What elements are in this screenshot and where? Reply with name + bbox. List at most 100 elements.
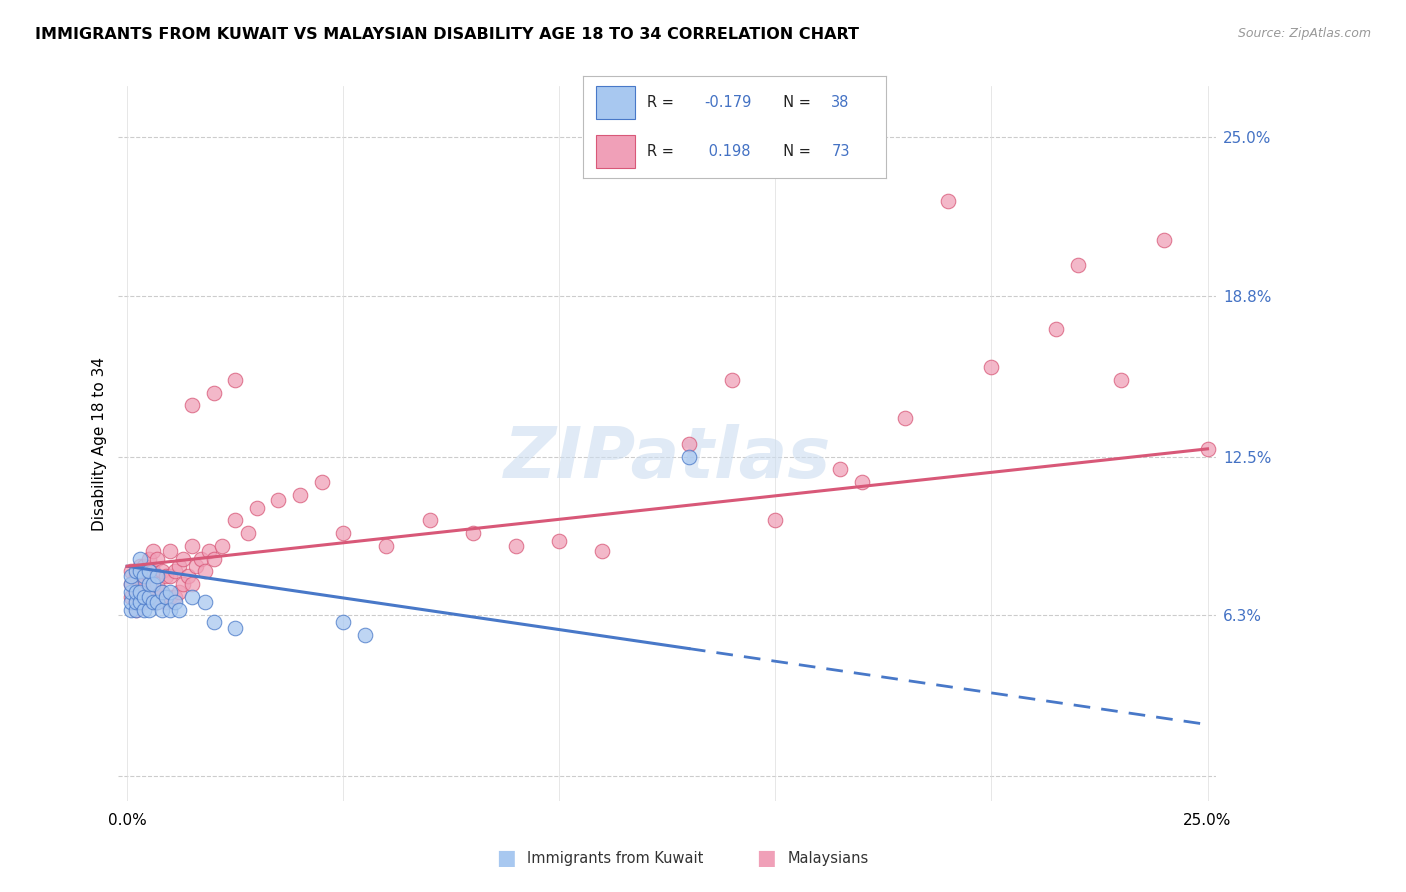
Point — [142, 565, 165, 579]
Point — [236, 526, 259, 541]
Text: 0.198: 0.198 — [704, 145, 751, 160]
Text: IMMIGRANTS FROM KUWAIT VS MALAYSIAN DISABILITY AGE 18 TO 34 CORRELATION CHART: IMMIGRANTS FROM KUWAIT VS MALAYSIAN DISA… — [35, 27, 859, 42]
Point — [186, 559, 208, 574]
Point — [129, 584, 152, 599]
Y-axis label: Disability Age 18 to 34: Disability Age 18 to 34 — [93, 357, 107, 531]
Point — [224, 513, 246, 527]
Point — [125, 584, 148, 599]
Point — [129, 565, 152, 579]
Point — [980, 360, 1002, 375]
Point — [332, 526, 354, 541]
Point — [155, 595, 177, 609]
Point — [246, 500, 269, 515]
Text: ■: ■ — [756, 848, 776, 868]
Point — [138, 602, 160, 616]
Point — [224, 373, 246, 387]
Point — [120, 565, 142, 579]
Point — [180, 590, 202, 604]
Point — [172, 551, 194, 566]
Point — [353, 628, 375, 642]
Point — [138, 565, 160, 579]
Point — [129, 595, 152, 609]
Point — [159, 584, 181, 599]
Point — [167, 559, 190, 574]
Point — [163, 595, 186, 609]
Point — [224, 621, 246, 635]
Point — [592, 544, 614, 558]
Point — [419, 513, 441, 527]
Point — [120, 569, 142, 583]
Point — [142, 577, 165, 591]
Point — [125, 602, 148, 616]
Point — [125, 602, 148, 616]
Point — [150, 584, 173, 599]
Point — [129, 590, 152, 604]
Point — [155, 569, 177, 583]
Text: -0.179: -0.179 — [704, 95, 752, 110]
Text: R =: R = — [647, 95, 679, 110]
Point — [830, 462, 852, 476]
Point — [202, 385, 225, 400]
Point — [505, 539, 527, 553]
Point — [1153, 233, 1175, 247]
Point — [172, 577, 194, 591]
Point — [1197, 442, 1219, 456]
Point — [125, 584, 148, 599]
Point — [167, 602, 190, 616]
Point — [332, 615, 354, 630]
Point — [678, 436, 700, 450]
Point — [267, 492, 290, 507]
Point — [163, 590, 186, 604]
Point — [138, 577, 160, 591]
Point — [142, 544, 165, 558]
Point — [1045, 322, 1067, 336]
Point — [159, 602, 181, 616]
Text: Malaysians: Malaysians — [787, 851, 869, 865]
Point — [311, 475, 333, 489]
Text: N =: N = — [773, 95, 815, 110]
Point — [129, 551, 152, 566]
Text: R =: R = — [647, 145, 679, 160]
Point — [150, 602, 173, 616]
Point — [146, 569, 169, 583]
Point — [120, 602, 142, 616]
Point — [678, 450, 700, 464]
Point — [138, 569, 160, 583]
Point — [134, 559, 156, 574]
Point — [120, 584, 142, 599]
Text: 73: 73 — [831, 145, 849, 160]
Point — [125, 595, 148, 609]
Point — [134, 595, 156, 609]
Point — [1067, 258, 1090, 272]
Point — [190, 551, 212, 566]
Point — [120, 595, 142, 609]
Point — [125, 565, 148, 579]
Point — [159, 569, 181, 583]
Point — [936, 194, 959, 209]
Point — [134, 590, 156, 604]
Point — [180, 539, 202, 553]
Point — [129, 577, 152, 591]
Point — [194, 595, 217, 609]
Point — [120, 577, 142, 591]
Point — [120, 590, 142, 604]
Point — [763, 513, 786, 527]
Point — [125, 595, 148, 609]
Point — [138, 590, 160, 604]
Point — [1109, 373, 1132, 387]
Point — [146, 595, 169, 609]
Text: Source: ZipAtlas.com: Source: ZipAtlas.com — [1237, 27, 1371, 40]
Point — [461, 526, 484, 541]
Point — [163, 565, 186, 579]
Point — [142, 595, 165, 609]
Point — [138, 590, 160, 604]
Point — [180, 399, 202, 413]
Point — [194, 565, 217, 579]
Point — [146, 577, 169, 591]
Text: Immigrants from Kuwait: Immigrants from Kuwait — [527, 851, 703, 865]
Point — [129, 559, 152, 574]
Point — [894, 411, 917, 425]
Point — [176, 569, 198, 583]
Point — [167, 584, 190, 599]
Point — [146, 551, 169, 566]
